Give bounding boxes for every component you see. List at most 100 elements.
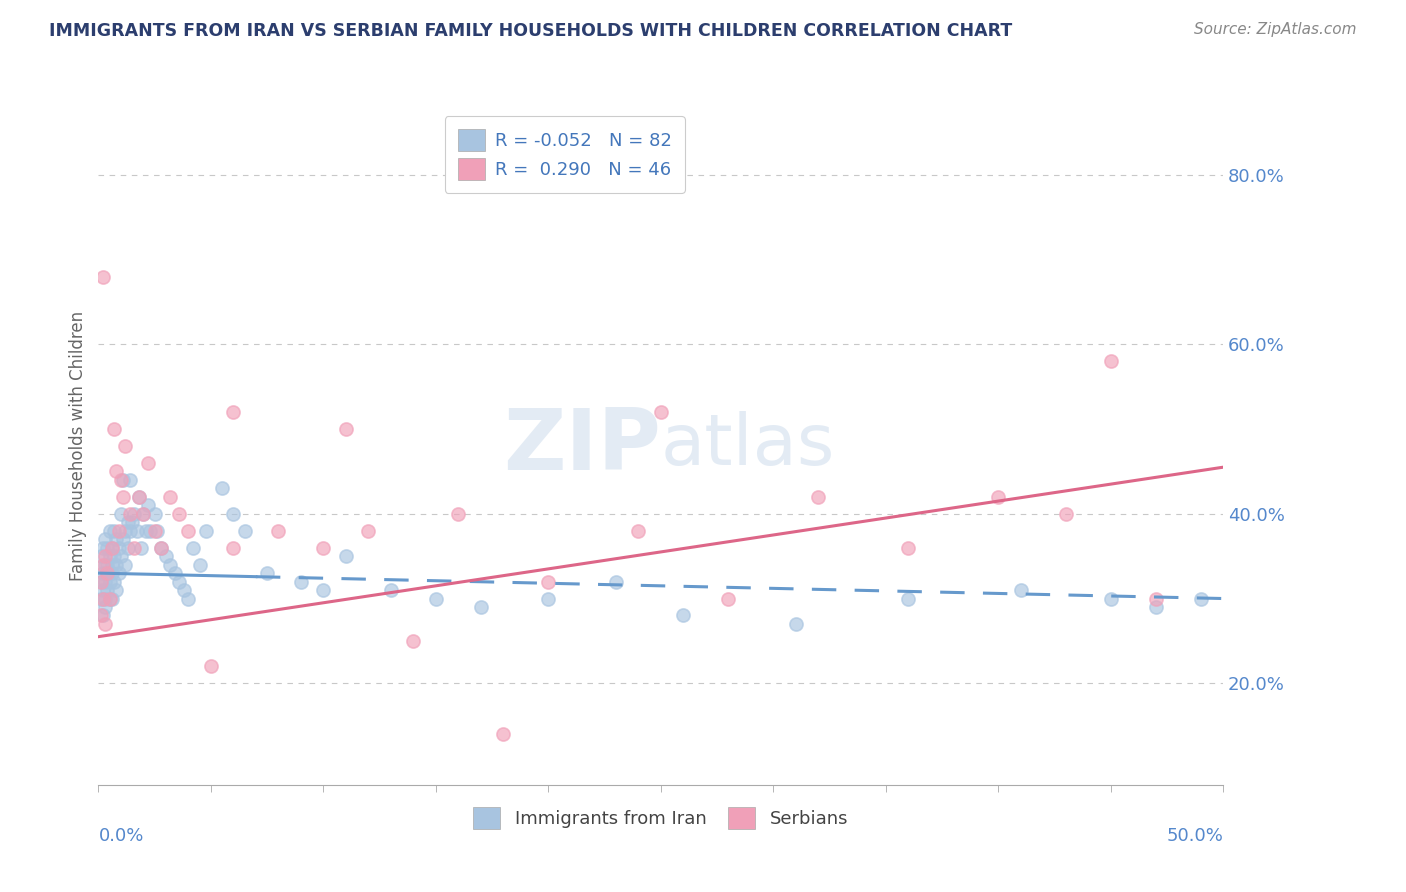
Point [146, 524, 169, 538]
Point [91, 269, 114, 284]
Point [425, 591, 447, 606]
Point [129, 541, 152, 555]
Point [1189, 591, 1212, 606]
Point [114, 558, 136, 572]
Point [94, 617, 117, 632]
Point [1099, 591, 1122, 606]
Point [233, 524, 256, 538]
Point [181, 541, 204, 555]
Point [112, 490, 135, 504]
Point [94, 574, 117, 589]
Point [537, 591, 560, 606]
Point [90, 549, 112, 564]
Point [114, 524, 136, 538]
Point [139, 524, 162, 538]
Point [650, 405, 672, 419]
Point [125, 524, 148, 538]
Point [96, 541, 118, 555]
Point [159, 490, 181, 504]
Point [91, 608, 114, 623]
Point [155, 549, 177, 564]
Point [94, 600, 117, 615]
Point [118, 473, 141, 487]
Point [121, 515, 143, 529]
Point [1054, 507, 1077, 521]
Point [163, 566, 186, 580]
Point [98, 574, 121, 589]
Point [112, 532, 135, 546]
Point [96, 558, 118, 572]
Point [117, 541, 139, 555]
Point [897, 591, 920, 606]
Point [114, 439, 136, 453]
Point [94, 549, 117, 564]
Point [98, 591, 121, 606]
Point [1144, 600, 1167, 615]
Point [150, 541, 173, 555]
Point [1099, 354, 1122, 368]
Point [90, 608, 112, 623]
Point [124, 541, 146, 555]
Point [90, 574, 112, 589]
Text: 50.0%: 50.0% [1167, 828, 1223, 846]
Point [222, 541, 245, 555]
Point [143, 507, 166, 521]
Point [101, 541, 124, 555]
Point [91, 566, 114, 580]
Point [110, 549, 132, 564]
Point [717, 591, 740, 606]
Point [98, 524, 121, 538]
Point [91, 541, 114, 555]
Point [98, 591, 121, 606]
Point [672, 608, 695, 623]
Point [177, 591, 200, 606]
Point [195, 524, 218, 538]
Point [117, 515, 139, 529]
Point [91, 583, 114, 598]
Point [105, 558, 128, 572]
Point [101, 541, 124, 555]
Point [98, 549, 121, 564]
Point [136, 498, 159, 512]
Point [785, 617, 807, 632]
Point [537, 574, 560, 589]
Point [94, 558, 117, 572]
Point [402, 633, 425, 648]
Point [177, 524, 200, 538]
Point [118, 524, 141, 538]
Point [128, 490, 150, 504]
Point [470, 600, 492, 615]
Point [897, 541, 920, 555]
Point [107, 524, 129, 538]
Point [492, 727, 515, 741]
Point [101, 558, 124, 572]
Point [143, 524, 166, 538]
Point [136, 456, 159, 470]
Point [110, 507, 132, 521]
Point [987, 490, 1010, 504]
Point [132, 507, 155, 521]
Point [91, 558, 114, 572]
Y-axis label: Family Households with Children: Family Households with Children [69, 311, 87, 581]
Point [96, 583, 118, 598]
Point [112, 473, 135, 487]
Text: ZIP: ZIP [503, 404, 661, 488]
Text: Source: ZipAtlas.com: Source: ZipAtlas.com [1194, 22, 1357, 37]
Point [173, 583, 195, 598]
Point [335, 549, 357, 564]
Point [447, 507, 470, 521]
Point [312, 541, 335, 555]
Point [118, 507, 141, 521]
Point [91, 591, 114, 606]
Point [128, 490, 150, 504]
Point [1010, 583, 1032, 598]
Point [103, 549, 125, 564]
Point [94, 532, 117, 546]
Point [222, 507, 245, 521]
Point [357, 524, 380, 538]
Point [101, 591, 124, 606]
Point [90, 591, 112, 606]
Point [132, 507, 155, 521]
Point [124, 507, 146, 521]
Point [105, 583, 128, 598]
